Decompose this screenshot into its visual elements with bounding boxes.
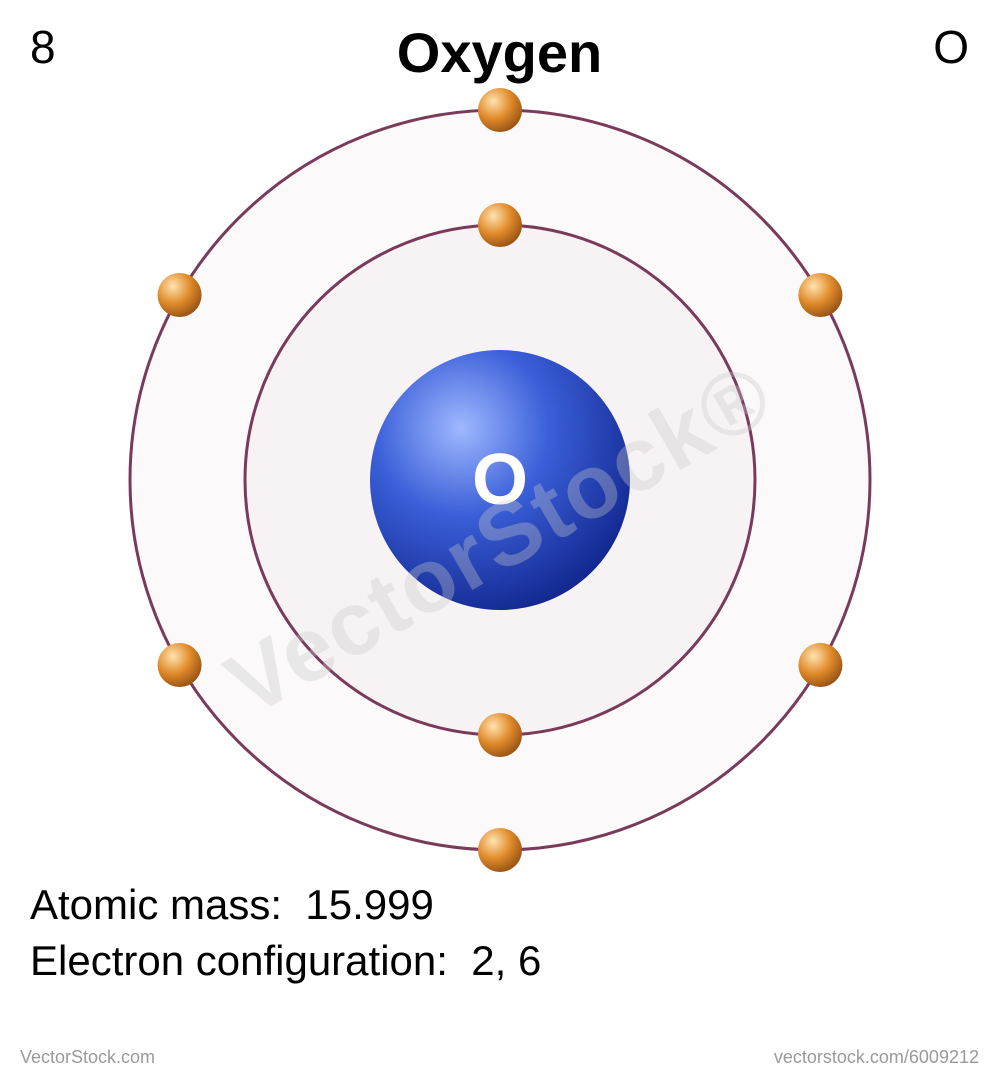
electron-shell2-6 [798, 643, 842, 687]
element-properties: Atomic mass: 15.999 Electron configurati… [30, 877, 541, 990]
header: 8 Oxygen O [0, 20, 999, 74]
electron-config-row: Electron configuration: 2, 6 [30, 933, 541, 990]
nucleus-symbol: O [471, 440, 527, 520]
bohr-diagram: O [90, 70, 910, 890]
electron-shell2-3 [157, 273, 201, 317]
atomic-mass-label: Atomic mass: [30, 881, 282, 928]
electron-config-label: Electron configuration: [30, 937, 448, 984]
atomic-number: 8 [30, 20, 56, 74]
element-symbol-top-right: O [933, 20, 969, 74]
electron-shell2-5 [478, 828, 522, 872]
atomic-mass-value: 15.999 [305, 881, 433, 928]
atomic-mass-row: Atomic mass: 15.999 [30, 877, 541, 934]
electron-shell2-2 [478, 88, 522, 132]
electron-shell2-4 [157, 643, 201, 687]
electron-shell2-1 [798, 273, 842, 317]
electron-shell1-1 [478, 203, 522, 247]
electron-config-value: 2, 6 [471, 937, 541, 984]
bohr-svg: O [90, 70, 910, 890]
credit-bar: VectorStock.com vectorstock.com/6009212 [0, 1047, 999, 1068]
credit-right: vectorstock.com/6009212 [774, 1047, 979, 1068]
credit-left: VectorStock.com [20, 1047, 155, 1068]
electron-shell1-2 [478, 713, 522, 757]
